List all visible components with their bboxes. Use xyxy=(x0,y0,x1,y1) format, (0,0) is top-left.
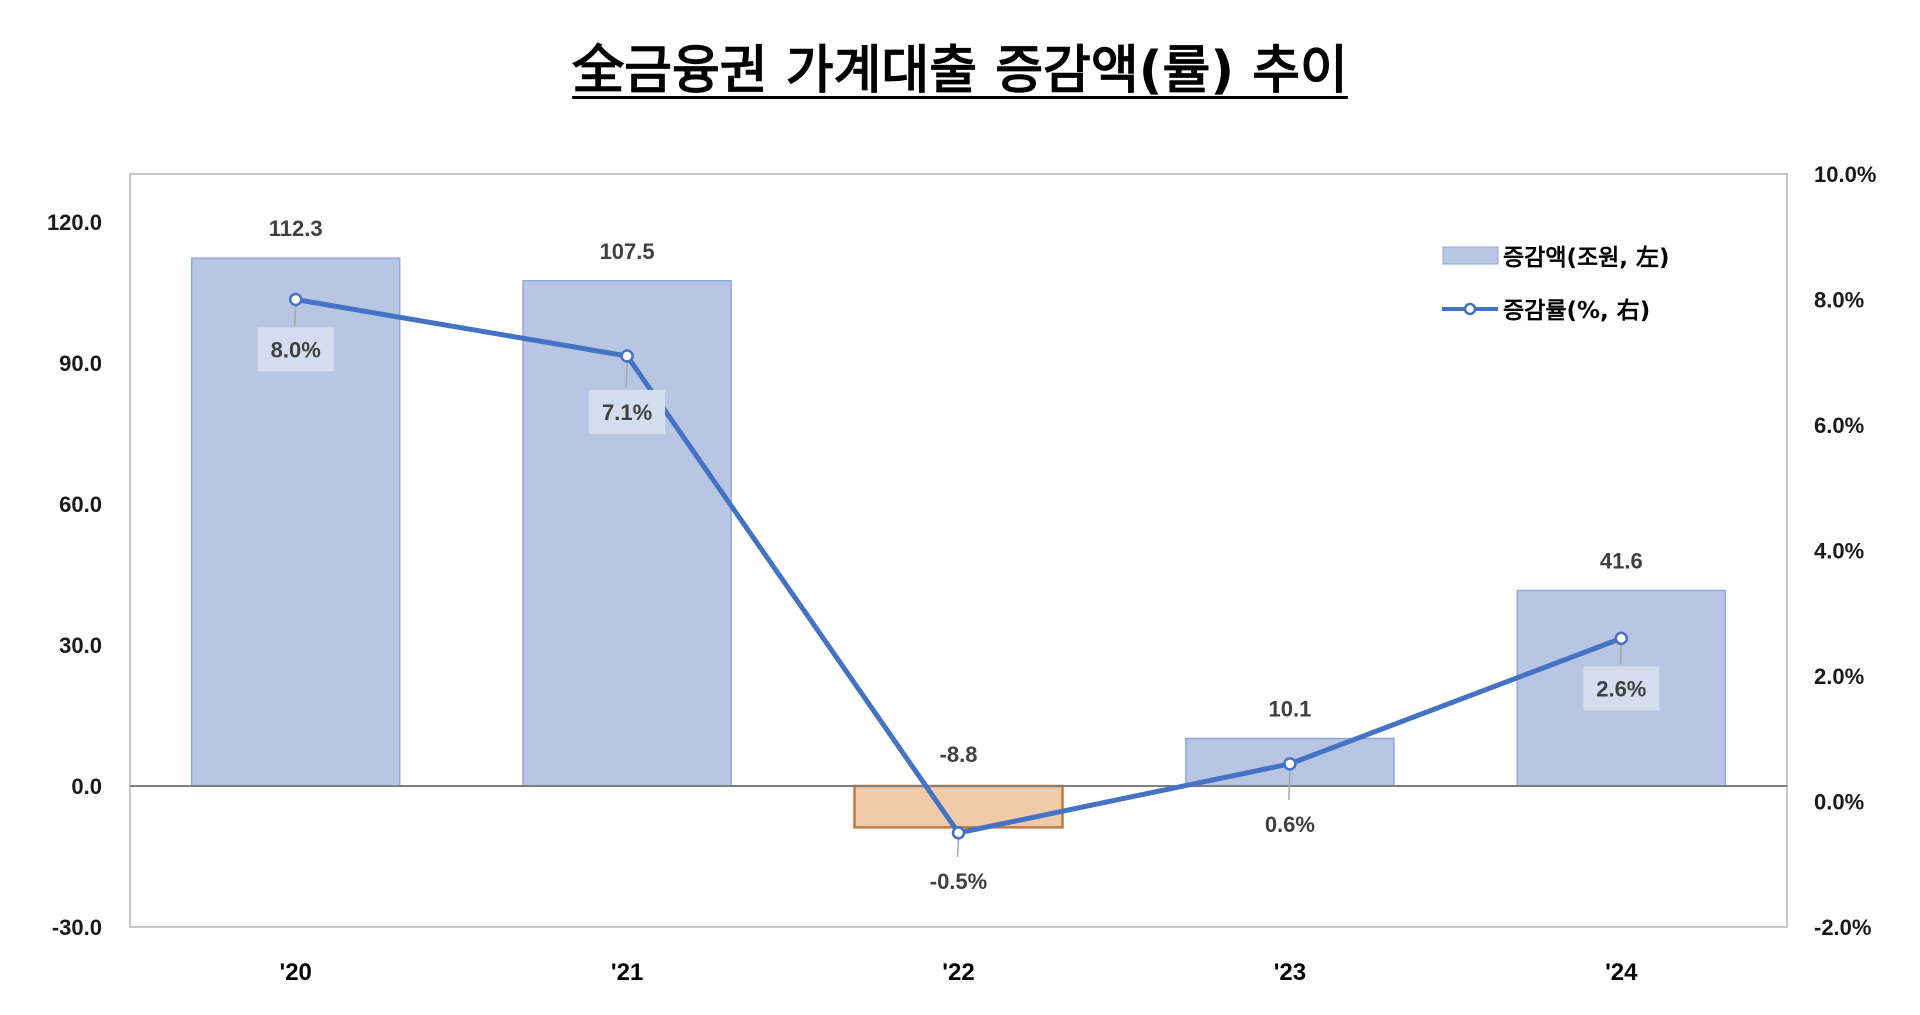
leader-line xyxy=(293,305,297,326)
rate-value-label: 8.0% xyxy=(271,338,321,363)
rate-marker xyxy=(1283,757,1297,771)
legend-marker-icon xyxy=(1463,302,1477,316)
leader-line xyxy=(625,361,628,389)
rate-value-label: 7.1% xyxy=(602,400,652,425)
chart-title: 全금융권 가계대출 증감액(률) 추이 xyxy=(0,28,1920,103)
rate-marker xyxy=(1614,631,1629,646)
bar-value-label: 10.1 xyxy=(1268,697,1311,722)
left-axis-tick-label: 90.0 xyxy=(59,351,102,376)
left-axis-tick-label: 30.0 xyxy=(59,633,102,658)
left-axis-tick-label: 60.0 xyxy=(59,492,102,517)
rate-value-label: 0.6% xyxy=(1265,812,1315,837)
legend-line-label: 증감률(%, 右) xyxy=(1503,297,1650,324)
bar-value-label: -8.8 xyxy=(940,742,978,767)
right-axis-tick-label: 8.0% xyxy=(1814,288,1864,313)
rate-label-box xyxy=(589,389,666,434)
right-axis-tick-label: 0.0% xyxy=(1814,790,1864,815)
rate-marker xyxy=(620,349,634,363)
legend-bar-label: 증감액(조원, 左) xyxy=(1503,245,1670,271)
category-label: '23 xyxy=(1274,959,1306,986)
rate-value-label: 2.6% xyxy=(1596,676,1646,701)
right-axis-tick-label: 10.0% xyxy=(1814,162,1876,187)
rate-value-label: -0.5% xyxy=(930,869,987,894)
bar-value-label: 112.3 xyxy=(269,216,323,241)
rate-marker xyxy=(951,826,966,840)
left-axis-tick-label: -30.0 xyxy=(52,915,102,940)
right-axis-tick-label: 2.0% xyxy=(1814,664,1864,689)
legend: 증감액(조원, 左) 증감률(%, 右) xyxy=(1442,245,1670,324)
left-axis-tick-label: 120.0 xyxy=(47,210,102,235)
category-label: '20 xyxy=(279,959,311,986)
category-label: '22 xyxy=(942,959,974,986)
category-label: '21 xyxy=(611,959,643,986)
leader-line xyxy=(1619,644,1623,665)
right-axis-tick-label: -2.0% xyxy=(1814,915,1871,940)
rate-label-box xyxy=(257,327,334,372)
rate-label-box xyxy=(1583,666,1660,711)
left-axis-tick-label: 0.0 xyxy=(71,774,102,799)
right-axis-tick-label: 4.0% xyxy=(1814,539,1864,564)
category-label: '24 xyxy=(1605,959,1638,986)
rate-marker xyxy=(288,292,303,307)
right-axis-tick-label: 6.0% xyxy=(1814,413,1864,438)
bar-2 xyxy=(853,784,1064,829)
bar-value-label: 107.5 xyxy=(600,239,655,264)
chart-title-text: 全금융권 가계대출 증감액(률) 추이 xyxy=(572,41,1348,101)
leader-line xyxy=(956,838,960,857)
leader-line xyxy=(1288,769,1291,800)
legend-bar-swatch-icon xyxy=(1442,246,1499,265)
bar-value-label: 41.6 xyxy=(1600,548,1643,573)
